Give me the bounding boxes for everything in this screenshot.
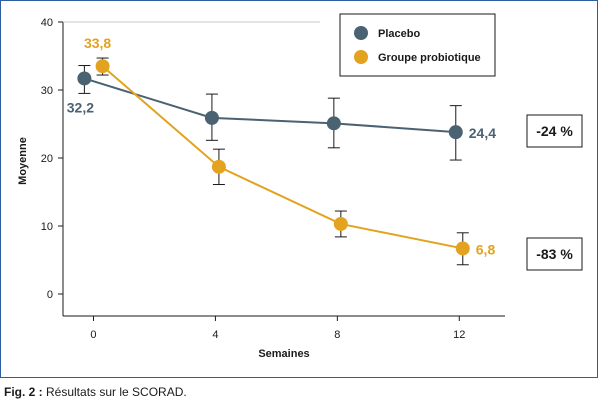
change-box-probiotic bbox=[526, 237, 583, 271]
change-label-probiotic: -83 % bbox=[536, 246, 573, 262]
y-tick-label: 30 bbox=[41, 85, 53, 97]
caption-text: Résultats sur le SCORAD. bbox=[42, 385, 187, 399]
data-point-placebo bbox=[448, 125, 463, 140]
data-label-probiotic: 6,8 bbox=[476, 241, 496, 257]
data-point-placebo bbox=[204, 110, 219, 125]
x-tick-label: 0 bbox=[90, 329, 96, 341]
figure-caption: Fig. 2 : Résultats sur le SCORAD. bbox=[4, 385, 187, 399]
legend-marker-probiotic bbox=[354, 50, 368, 64]
series-line-placebo bbox=[84, 77, 456, 134]
series-line-probiotic bbox=[101, 65, 463, 250]
change-box-placebo bbox=[526, 114, 583, 148]
data-label-placebo: 32,2 bbox=[67, 99, 94, 115]
data-point-probiotic bbox=[211, 159, 226, 174]
y-tick-label: 10 bbox=[41, 221, 53, 233]
caption-prefix: Fig. 2 : bbox=[4, 385, 43, 399]
legend-label: Groupe probiotique bbox=[378, 52, 481, 64]
legend-label: Placebo bbox=[378, 28, 420, 40]
data-point-probiotic bbox=[333, 216, 348, 231]
data-point-probiotic bbox=[95, 59, 110, 74]
data-point-placebo bbox=[326, 116, 341, 131]
data-label-placebo: 24,4 bbox=[469, 125, 496, 141]
x-tick-label: 4 bbox=[212, 329, 218, 341]
y-tick-label: 20 bbox=[41, 153, 53, 165]
legend-box bbox=[339, 13, 496, 77]
y-axis-title: Moyenne bbox=[17, 137, 29, 185]
y-tick-label: 0 bbox=[47, 289, 53, 301]
change-label-placebo: -24 % bbox=[536, 123, 573, 139]
x-tick-label: 12 bbox=[453, 329, 465, 341]
x-tick-label: 8 bbox=[334, 329, 340, 341]
x-axis-title: Semaines bbox=[258, 348, 309, 360]
data-label-probiotic: 33,8 bbox=[84, 35, 111, 51]
legend-marker-placebo bbox=[354, 26, 368, 40]
line-chart: 0 10 20 30 40 0 4 8 12 Semaines Moyenne Placebo Grou… bbox=[17, 13, 583, 360]
data-point-placebo bbox=[77, 71, 92, 86]
y-tick-label: 40 bbox=[41, 17, 53, 29]
data-point-probiotic bbox=[455, 241, 470, 256]
